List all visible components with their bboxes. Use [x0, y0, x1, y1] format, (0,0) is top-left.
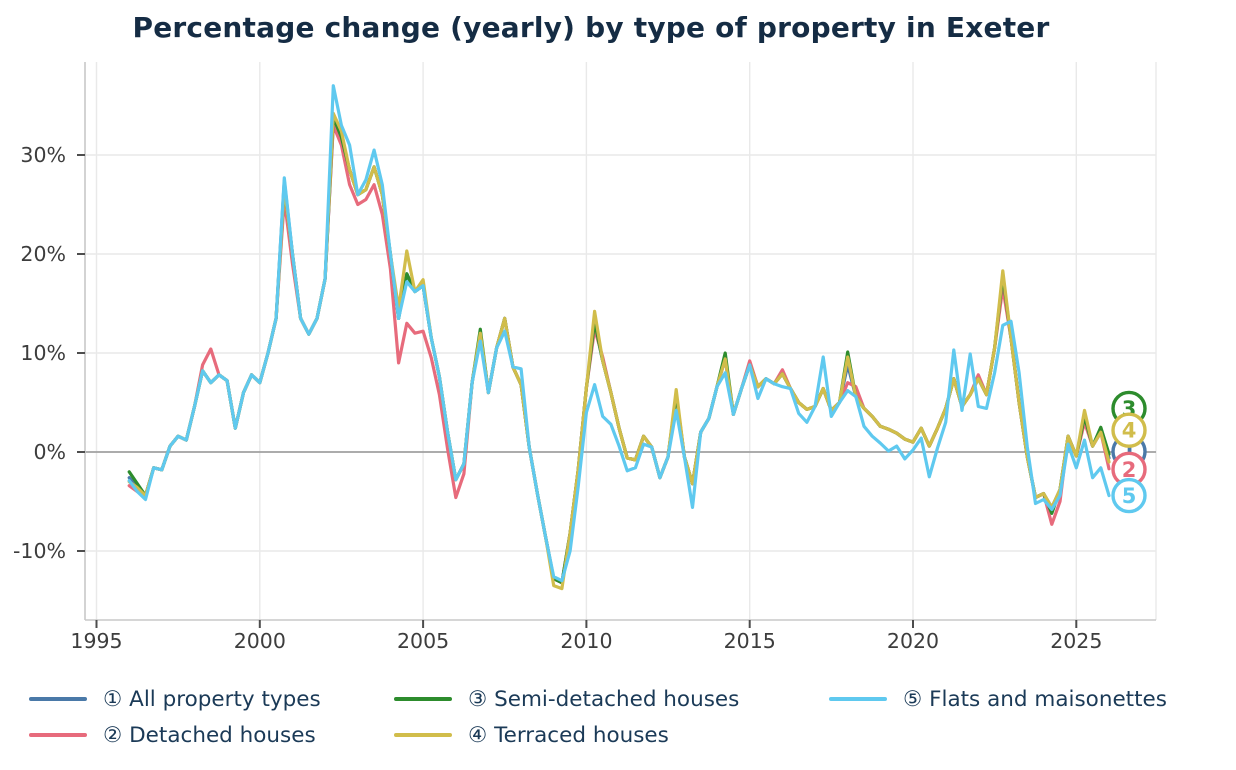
legend-item-detached-houses: ② Detached houses: [29, 720, 316, 750]
series-line-detached-houses: [127, 123, 1111, 585]
x-tick-label: 2000: [234, 629, 286, 653]
x-tick-label: 1995: [70, 629, 122, 653]
y-tick-label: -10%: [13, 539, 66, 563]
end-marker-digit-flats-and-maisonettes: 5: [1122, 484, 1137, 508]
x-tick-label: 2025: [1050, 629, 1102, 653]
end-marker-digit-detached-houses: 2: [1122, 458, 1137, 482]
series-line-semi-detached-houses: [127, 115, 1111, 585]
legend-line-swatch: [394, 697, 452, 701]
line-chart-plot: 1995 2000 2005 2010 2015 2020 2025 -10% 0% 10% 20%…: [13, 62, 1157, 653]
legend-label: ① All property types: [103, 686, 321, 712]
legend-item-all-property-types: ① All property types: [29, 684, 321, 714]
series-line-flats-and-maisonettes: [127, 84, 1111, 583]
legend-line-swatch: [29, 697, 87, 701]
y-tick-label: 30%: [20, 143, 66, 167]
x-tick-label: 2020: [887, 629, 939, 653]
legend-item-semi-detached-houses: ③ Semi-detached houses: [394, 684, 739, 714]
legend-line-swatch: [394, 733, 452, 737]
y-tick-label: 20%: [20, 242, 66, 266]
legend-label: ⑤ Flats and maisonettes: [903, 686, 1167, 712]
legend-label: ③ Semi-detached houses: [468, 686, 740, 712]
y-tick-label: 10%: [20, 341, 66, 365]
chart-title: Percentage change (yearly) by type of pr…: [132, 11, 1050, 44]
y-tick-label: 0%: [33, 440, 66, 464]
end-marker-circle-terraced-houses: [1111, 412, 1147, 448]
x-tick-label: 2005: [397, 629, 449, 653]
legend-label: ② Detached houses: [103, 722, 316, 748]
legend-item-flats-and-maisonettes: ⑤ Flats and maisonettes: [829, 684, 1167, 714]
x-tick-label: 2010: [560, 629, 612, 653]
series-line-terraced-houses: [127, 111, 1111, 591]
legend-item-terraced-houses: ④ Terraced houses: [394, 720, 669, 750]
legend-label: ④ Terraced houses: [468, 722, 669, 748]
x-tick-label: 2015: [724, 629, 776, 653]
end-marker-digit-terraced-houses: 4: [1122, 419, 1137, 443]
legend-line-swatch: [829, 697, 887, 701]
legend-line-swatch: [29, 733, 87, 737]
end-marker-circle-flats-and-maisonettes: [1111, 477, 1147, 514]
